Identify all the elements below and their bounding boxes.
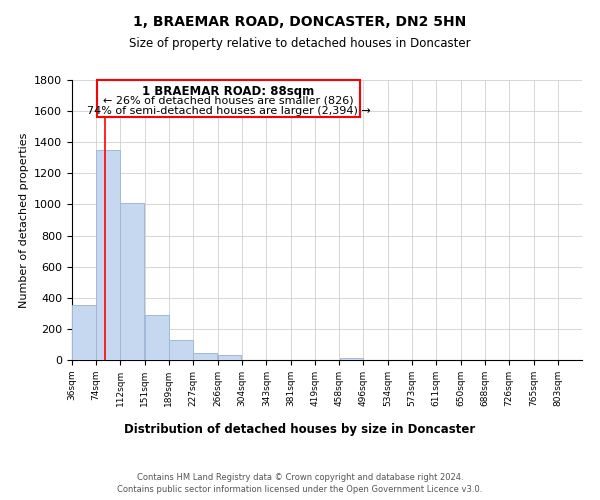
Bar <box>340 358 363 360</box>
Bar <box>145 315 169 360</box>
Bar <box>169 340 193 360</box>
Bar <box>218 354 241 360</box>
Bar <box>121 203 144 360</box>
Text: 1, BRAEMAR ROAD, DONCASTER, DN2 5HN: 1, BRAEMAR ROAD, DONCASTER, DN2 5HN <box>133 15 467 29</box>
FancyBboxPatch shape <box>97 80 359 116</box>
Text: 74% of semi-detached houses are larger (2,394) →: 74% of semi-detached houses are larger (… <box>86 106 370 116</box>
Text: Contains HM Land Registry data © Crown copyright and database right 2024.: Contains HM Land Registry data © Crown c… <box>137 472 463 482</box>
Text: 1 BRAEMAR ROAD: 88sqm: 1 BRAEMAR ROAD: 88sqm <box>142 84 314 98</box>
Text: Distribution of detached houses by size in Doncaster: Distribution of detached houses by size … <box>124 422 476 436</box>
Bar <box>193 353 217 360</box>
Text: ← 26% of detached houses are smaller (826): ← 26% of detached houses are smaller (82… <box>103 95 354 105</box>
Bar <box>97 150 120 360</box>
Text: Size of property relative to detached houses in Doncaster: Size of property relative to detached ho… <box>129 38 471 51</box>
Bar <box>73 305 96 360</box>
Text: Contains public sector information licensed under the Open Government Licence v3: Contains public sector information licen… <box>118 485 482 494</box>
Y-axis label: Number of detached properties: Number of detached properties <box>19 132 29 308</box>
